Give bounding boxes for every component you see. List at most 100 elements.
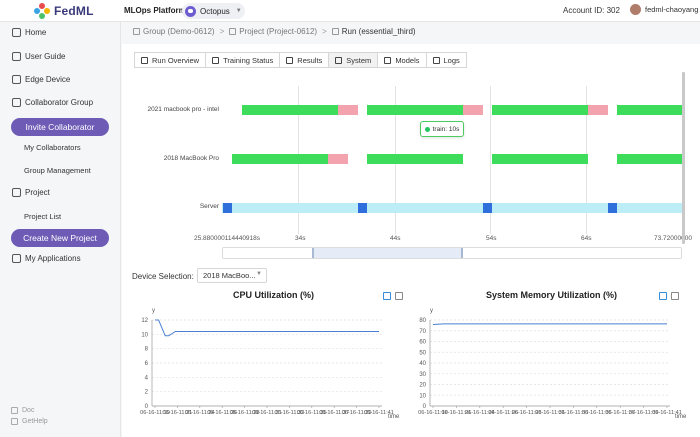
x-tick-label: 06-16-11:19	[418, 410, 448, 416]
x-tick-label: 06-16-11:21	[163, 410, 193, 416]
timeline-server-busy-bar[interactable]	[608, 203, 617, 213]
expand-icon[interactable]	[395, 292, 403, 300]
user-menu[interactable]: fedml-chaoyang	[630, 4, 698, 15]
timeline-server-idle-bar[interactable]	[222, 203, 682, 213]
y-tick-label: 70	[419, 329, 426, 335]
x-tick-label: 06-16-11:28	[230, 410, 260, 416]
timeline-train-bar[interactable]	[367, 154, 463, 164]
timeline-aggregate-bar[interactable]	[588, 105, 608, 115]
train-dot-icon	[424, 126, 430, 132]
project-switcher[interactable]: Octopus ▼	[182, 3, 245, 19]
timeline-train-bar[interactable]	[617, 154, 682, 164]
device-select[interactable]: 2018 MacBoo... ▼	[197, 268, 267, 283]
cpu-y-axis-label: y	[152, 308, 155, 314]
timeline-tooltip: train: 10s	[420, 121, 464, 137]
expand-icon[interactable]	[671, 292, 679, 300]
user-guide-icon	[12, 52, 21, 61]
x-tick-label: 06-16-11:33	[559, 410, 589, 416]
sidebar-item-edge-device[interactable]: Edge Device	[12, 75, 70, 84]
y-tick-label: 30	[419, 372, 426, 378]
timeline-aggregate-bar[interactable]	[338, 105, 358, 115]
avatar	[630, 4, 641, 15]
fedml-logo[interactable]: FedML	[34, 3, 94, 19]
tab-run-overview[interactable]: Run Overview	[134, 52, 206, 68]
tab-label: System	[346, 55, 372, 65]
timeline-server-busy-bar[interactable]	[223, 203, 232, 213]
breadcrumb-project[interactable]: Project (Project-0612)	[239, 27, 318, 36]
tab-results[interactable]: Results	[279, 52, 329, 68]
sidebar-item-user-guide[interactable]: User Guide	[12, 52, 65, 61]
y-tick-label: 2	[145, 390, 149, 396]
cpu-chart-title: CPU Utilization (%)	[233, 290, 314, 300]
tab-label: Logs	[443, 55, 460, 65]
chevron-down-icon: ▼	[235, 8, 242, 14]
doc-label: Doc	[22, 407, 35, 414]
y-tick-label: 20	[419, 383, 426, 389]
memory-chart-title: System Memory Utilization (%)	[486, 290, 618, 300]
sidebar-item-label: My Applications	[25, 254, 81, 263]
y-tick-label: 0	[423, 404, 427, 410]
tab-label: Training Status	[223, 55, 274, 65]
breadcrumb: Group (Demo-0612) > Project (Project-061…	[133, 27, 416, 36]
breadcrumb-group[interactable]: Group (Demo-0612)	[143, 27, 215, 36]
tab-logs[interactable]: Logs	[425, 52, 467, 68]
project-name: Octopus	[200, 6, 230, 16]
tab-models[interactable]: Models	[377, 52, 426, 68]
timeline-train-bar[interactable]	[367, 105, 463, 115]
refresh-icon[interactable]	[659, 292, 667, 300]
tab-label: Results	[297, 55, 323, 65]
doc-link[interactable]: Doc	[11, 407, 34, 414]
x-tick-label: 06-16-11:28	[512, 410, 542, 416]
timeline-aggregate-bar[interactable]	[463, 105, 483, 115]
create-new-project-button[interactable]: Create New Project	[11, 229, 109, 247]
gethelp-link[interactable]: GetHelp	[11, 418, 48, 425]
timeline-tick-label: 25.880000114440918s	[194, 235, 261, 242]
timeline-train-bar[interactable]	[232, 154, 328, 164]
zoom-range-handle[interactable]	[312, 248, 463, 258]
y-tick-label: 0	[145, 404, 149, 410]
timeline-train-bar[interactable]	[492, 105, 588, 115]
vertical-scrollbar[interactable]	[682, 72, 685, 244]
device-select-value: 2018 MacBoo...	[203, 271, 256, 280]
doc-icon	[11, 407, 18, 414]
timeline-tick-label: 64s	[581, 235, 592, 242]
run-icon	[331, 28, 339, 35]
sidebar-item-group-management[interactable]: Group Management	[24, 166, 91, 175]
sidebar-item-home[interactable]: Home	[12, 28, 46, 37]
timeline-tick-label: 54s	[486, 235, 497, 242]
timeline-server-busy-bar[interactable]	[358, 203, 367, 213]
refresh-icon[interactable]	[383, 292, 391, 300]
results-icon	[286, 56, 294, 64]
invite-collaborator-button[interactable]: Invite Collaborator	[11, 118, 109, 136]
tab-training-status[interactable]: Training Status	[205, 52, 280, 68]
tab-system[interactable]: System	[328, 52, 378, 68]
system-icon	[335, 56, 343, 64]
cpu-series-line	[155, 319, 379, 337]
project-icon	[229, 28, 237, 35]
sidebar-item-project[interactable]: Project	[12, 188, 50, 197]
timeline-aggregate-bar[interactable]	[328, 154, 348, 164]
timeline-row-label: Server	[199, 203, 219, 210]
timeline-train-bar[interactable]	[242, 105, 338, 115]
user-group-icon	[12, 98, 21, 107]
x-tick-label: 06-16-11:24	[465, 410, 495, 416]
grid-icon	[12, 188, 21, 197]
edge-device-icon	[12, 75, 21, 84]
timeline-tick-label: 73.72000000	[654, 235, 692, 242]
sidebar-item-project-list[interactable]: Project List	[24, 212, 62, 221]
timeline-train-bar[interactable]	[492, 154, 588, 164]
memory-series-line	[432, 323, 667, 325]
x-tick-label: 06-16-11:31	[535, 410, 565, 416]
timeline-train-bar[interactable]	[617, 105, 682, 115]
run-tabs: Run Overview Training Status Results Sys…	[134, 52, 467, 68]
sidebar-item-label: Collaborator Group	[25, 98, 94, 107]
timeline-zoom-slider[interactable]	[222, 247, 682, 259]
timeline-server-busy-bar[interactable]	[483, 203, 492, 213]
sidebar-item-my-applications[interactable]: My Applications	[12, 254, 81, 263]
y-tick-label: 4	[145, 375, 149, 381]
platform-title[interactable]: MLOps Platform	[124, 6, 186, 15]
sidebar-item-my-collaborators[interactable]: My Collaborators	[24, 143, 81, 152]
y-tick-label: 40	[419, 361, 426, 367]
sidebar-item-collaborator-group[interactable]: Collaborator Group	[12, 98, 93, 107]
